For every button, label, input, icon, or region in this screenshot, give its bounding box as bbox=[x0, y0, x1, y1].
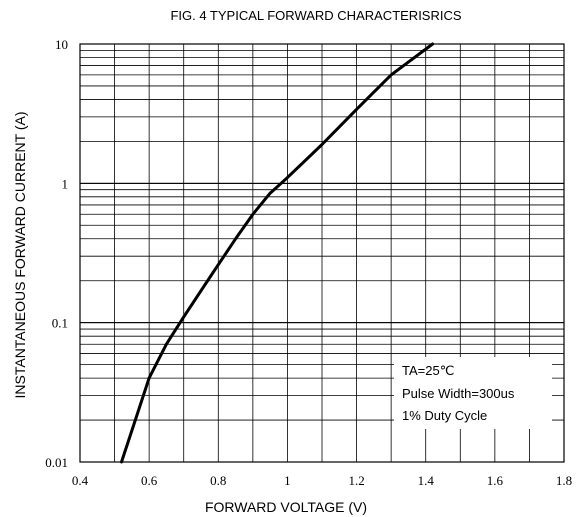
annotation-temperature: TA=25℃ bbox=[402, 363, 454, 378]
y-tick-labels: 0.01 0.1 1 10 bbox=[45, 37, 68, 470]
annotation-pulse-width: Pulse Width=300us bbox=[402, 386, 515, 401]
x-tick-label: 1.4 bbox=[418, 473, 435, 488]
annotation-box bbox=[394, 357, 552, 429]
x-tick-label: 0.8 bbox=[210, 473, 226, 488]
x-tick-label: 1.6 bbox=[487, 473, 504, 488]
x-tick-label: 0.4 bbox=[72, 473, 89, 488]
x-tick-labels: 0.4 0.6 0.8 1 1.2 1.4 1.6 1.8 bbox=[72, 473, 572, 488]
y-tick-label: 0.1 bbox=[52, 316, 68, 331]
y-tick-label: 0.01 bbox=[45, 455, 68, 470]
x-axis-label: FORWARD VOLTAGE (V) bbox=[205, 499, 367, 515]
x-tick-label: 1.8 bbox=[556, 473, 572, 488]
annotation-duty-cycle: 1% Duty Cycle bbox=[402, 408, 487, 423]
x-tick-label: 1 bbox=[284, 473, 291, 488]
chart-title: FIG. 4 TYPICAL FORWARD CHARACTERISRICS bbox=[170, 8, 461, 23]
y-tick-label: 10 bbox=[55, 37, 68, 52]
series-line-forward-current bbox=[120, 42, 435, 464]
y-tick-label: 1 bbox=[62, 176, 69, 191]
y-axis-label: INSTANTANEOUS FORWARD CURRENT (A) bbox=[12, 111, 28, 398]
plot-frame bbox=[79, 43, 565, 463]
x-tick-label: 1.2 bbox=[348, 473, 364, 488]
x-tick-label: 0.6 bbox=[141, 473, 158, 488]
